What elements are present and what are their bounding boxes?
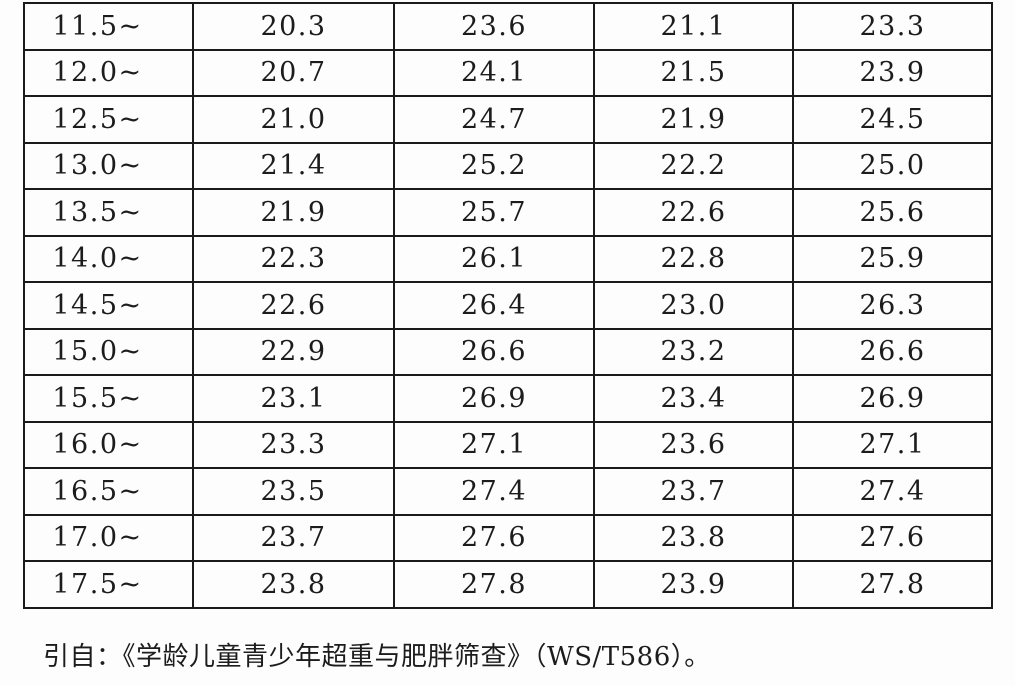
age-cell: 14.5~ <box>23 281 194 330</box>
value-cell: 21.4 <box>192 141 395 190</box>
age-cell: 13.0~ <box>23 141 194 190</box>
age-cell: 12.5~ <box>23 95 194 144</box>
value-cell: 27.8 <box>792 560 993 609</box>
table-row: 12.0~ 20.7 24.1 21.5 23.9 <box>23 48 993 97</box>
value-cell: 23.1 <box>192 374 395 423</box>
age-cell: 16.5~ <box>23 467 194 516</box>
value-cell: 26.9 <box>792 374 993 423</box>
table-row: 12.5~ 21.0 24.7 21.9 24.5 <box>23 95 993 144</box>
table-body: 11.5~ 20.3 23.6 21.1 23.3 12.0~ 20.7 24.1 21.5 23… <box>23 2 993 609</box>
value-cell: 20.7 <box>192 48 395 97</box>
value-cell: 22.2 <box>593 141 794 190</box>
age-cell: 17.0~ <box>23 513 194 562</box>
value-cell: 20.3 <box>192 2 395 51</box>
bmi-reference-table: 11.5~ 20.3 23.6 21.1 23.3 12.0~ 20.7 24.1 21.5 23… <box>23 2 993 609</box>
value-cell: 22.6 <box>593 188 794 237</box>
value-cell: 22.3 <box>192 234 395 283</box>
table-row: 16.0~ 23.3 27.1 23.6 27.1 <box>23 420 993 469</box>
table-row: 15.0~ 22.9 26.6 23.2 26.6 <box>23 327 993 376</box>
value-cell: 26.1 <box>393 234 595 283</box>
value-cell: 26.9 <box>393 374 595 423</box>
value-cell: 23.0 <box>593 281 794 330</box>
value-cell: 27.6 <box>792 513 993 562</box>
value-cell: 23.4 <box>593 374 794 423</box>
age-cell: 12.0~ <box>23 48 194 97</box>
value-cell: 23.6 <box>593 420 794 469</box>
value-cell: 25.7 <box>393 188 595 237</box>
value-cell: 27.4 <box>792 467 993 516</box>
age-cell: 16.0~ <box>23 420 194 469</box>
value-cell: 25.0 <box>792 141 993 190</box>
table-row: 17.5~ 23.8 27.8 23.9 27.8 <box>23 560 993 609</box>
value-cell: 23.6 <box>393 2 595 51</box>
value-cell: 21.0 <box>192 95 395 144</box>
value-cell: 27.1 <box>792 420 993 469</box>
value-cell: 23.7 <box>593 467 794 516</box>
value-cell: 27.4 <box>393 467 595 516</box>
table-row: 16.5~ 23.5 27.4 23.7 27.4 <box>23 467 993 516</box>
table-row: 17.0~ 23.7 27.6 23.8 27.6 <box>23 513 993 562</box>
value-cell: 27.1 <box>393 420 595 469</box>
value-cell: 25.6 <box>792 188 993 237</box>
value-cell: 27.6 <box>393 513 595 562</box>
value-cell: 24.1 <box>393 48 595 97</box>
table-row: 15.5~ 23.1 26.9 23.4 26.9 <box>23 374 993 423</box>
value-cell: 23.9 <box>593 560 794 609</box>
value-cell: 23.9 <box>792 48 993 97</box>
value-cell: 23.7 <box>192 513 395 562</box>
table-row: 13.0~ 21.4 25.2 22.2 25.0 <box>23 141 993 190</box>
value-cell: 21.9 <box>192 188 395 237</box>
value-cell: 23.3 <box>192 420 395 469</box>
age-cell: 17.5~ <box>23 560 194 609</box>
value-cell: 23.8 <box>192 560 395 609</box>
value-cell: 24.7 <box>393 95 595 144</box>
table-row: 14.5~ 22.6 26.4 23.0 26.3 <box>23 281 993 330</box>
value-cell: 22.8 <box>593 234 794 283</box>
age-cell: 14.0~ <box>23 234 194 283</box>
value-cell: 25.2 <box>393 141 595 190</box>
value-cell: 23.3 <box>792 2 993 51</box>
value-cell: 21.9 <box>593 95 794 144</box>
table-row: 11.5~ 20.3 23.6 21.1 23.3 <box>23 2 993 51</box>
value-cell: 26.4 <box>393 281 595 330</box>
age-cell: 13.5~ <box>23 188 194 237</box>
table-row: 13.5~ 21.9 25.7 22.6 25.6 <box>23 188 993 237</box>
value-cell: 22.6 <box>192 281 395 330</box>
age-cell: 11.5~ <box>23 2 194 51</box>
value-cell: 23.8 <box>593 513 794 562</box>
value-cell: 21.5 <box>593 48 794 97</box>
value-cell: 21.1 <box>593 2 794 51</box>
value-cell: 24.5 <box>792 95 993 144</box>
value-cell: 27.8 <box>393 560 595 609</box>
citation-text: 引自：《学龄儿童青少年超重与肥胖筛查》（WS/T586）。 <box>43 642 711 672</box>
value-cell: 23.5 <box>192 467 395 516</box>
value-cell: 25.9 <box>792 234 993 283</box>
table-row: 14.0~ 22.3 26.1 22.8 25.9 <box>23 234 993 283</box>
age-cell: 15.0~ <box>23 327 194 376</box>
value-cell: 26.6 <box>792 327 993 376</box>
age-cell: 15.5~ <box>23 374 194 423</box>
value-cell: 23.2 <box>593 327 794 376</box>
value-cell: 22.9 <box>192 327 395 376</box>
value-cell: 26.6 <box>393 327 595 376</box>
value-cell: 26.3 <box>792 281 993 330</box>
